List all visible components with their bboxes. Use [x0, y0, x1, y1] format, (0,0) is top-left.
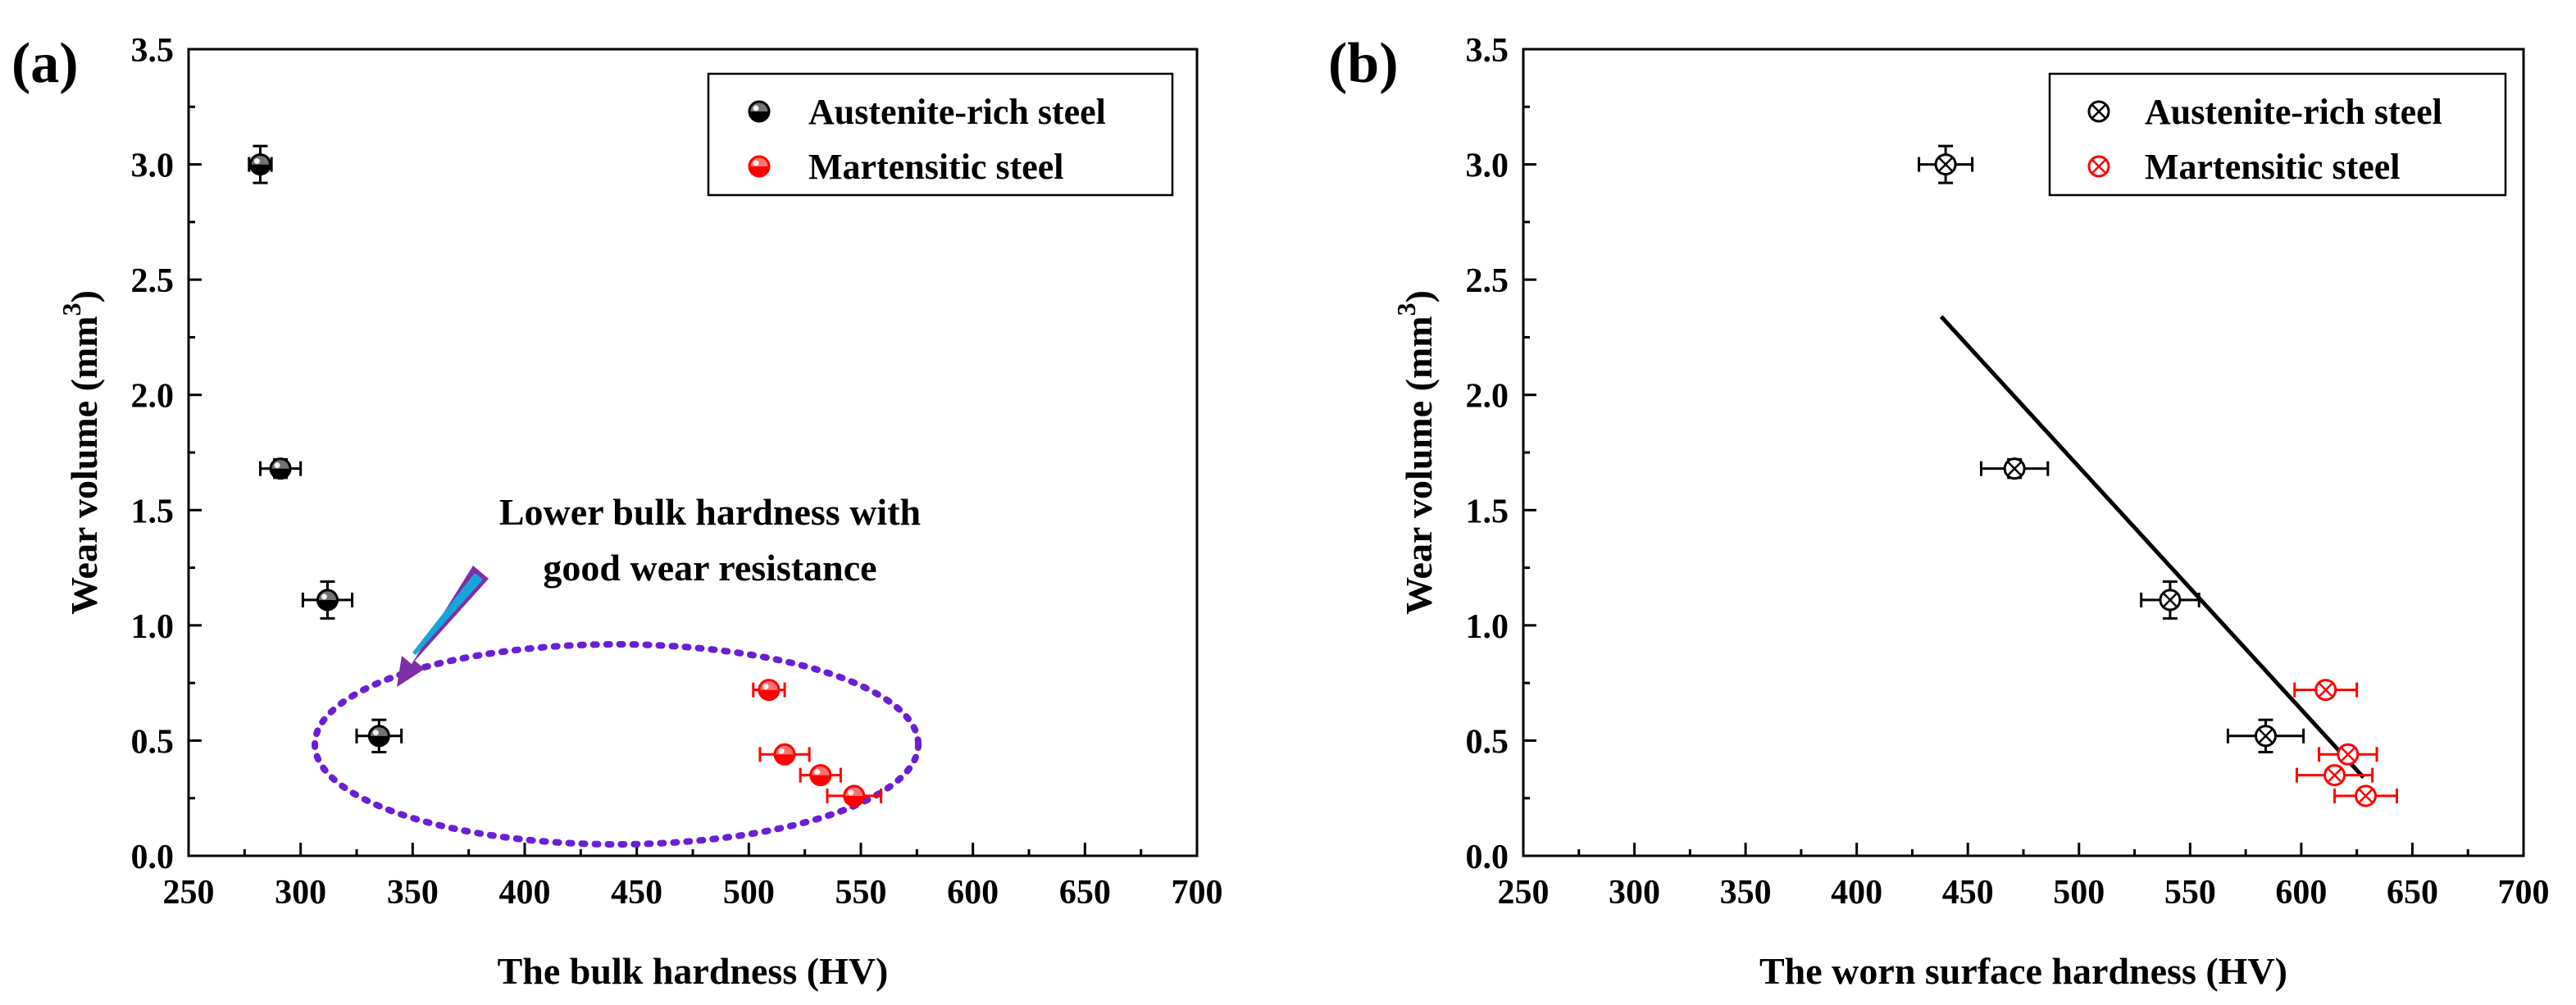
annotation-ellipse: [312, 641, 922, 848]
legend-a-label-martensitic: Martensitic steel: [808, 147, 1064, 187]
data-point-b-s0-2: [2159, 589, 2182, 612]
dotted-ellipse: [312, 641, 922, 848]
x-tick-label-a: 300: [275, 874, 326, 912]
legend-marker-a-0: [748, 100, 771, 123]
y-tick-label-a: 3.5: [131, 32, 175, 70]
x-tick-label-b: 550: [2164, 874, 2216, 912]
legend-marker-b-1: [2087, 155, 2110, 178]
legend-b-label-austenite: Austenite-rich steel: [2145, 92, 2442, 132]
legend-box-a: [707, 72, 1174, 197]
x-tick-label-b: 250: [1498, 874, 1550, 912]
y-tick-label-b: 0.0: [1466, 839, 1509, 876]
data-point-a-s1-1: [773, 743, 796, 766]
data-point-a-s1-3: [843, 784, 866, 807]
x-tick-label-b: 350: [1720, 874, 1772, 912]
points-b: [1918, 144, 2398, 807]
legend-b-markers: [2087, 100, 2110, 178]
y-tick-label-b: 3.5: [1466, 32, 1509, 70]
panel-label-b: (b): [1328, 32, 1399, 95]
data-point-a-s0-2: [316, 589, 339, 612]
y-tick-label-a: 3.0: [131, 148, 175, 185]
x-tick-label-a: 400: [499, 874, 551, 912]
x-tick-label-a: 350: [387, 874, 439, 912]
y-tick-label-a: 0.5: [131, 723, 175, 761]
fit-line: [1939, 315, 2365, 780]
points-a: [248, 144, 883, 807]
data-point-a-s1-0: [758, 679, 781, 702]
annotation-line-1: Lower bulk hardness with: [499, 491, 921, 533]
legend-a-markers: [748, 100, 771, 178]
x-tick-label-b: 700: [2498, 874, 2550, 912]
panel-label-a: (a): [11, 32, 79, 95]
data-point-a-s0-1: [269, 457, 292, 480]
data-point-b-s1-2: [2323, 764, 2346, 787]
ticks-b: 250 300 350 400 450 500 550 600 650 700 0.0 0.5 1.0 1…: [1466, 32, 2550, 912]
x-tick-label-b: 300: [1609, 874, 1660, 912]
legend-a-label-austenite: Austenite-rich steel: [808, 92, 1106, 132]
data-point-b-s0-0: [1934, 153, 1957, 176]
data-point-a-s0-3: [367, 725, 390, 748]
x-tick-label-a: 500: [723, 874, 775, 912]
x-axis-title-a: The bulk hardness (HV): [498, 950, 889, 992]
y-tick-label-b: 3.0: [1466, 148, 1509, 185]
y-axis-title-b: Wear volume (mm3): [1391, 290, 1440, 615]
y-tick-label-b: 1.0: [1466, 608, 1509, 646]
x-tick-label-b: 600: [2275, 874, 2327, 912]
panel-a: (a) 250 300 350 400 450 500 550 600 650 700 0.0 0.5…: [11, 32, 1223, 992]
y-tick-label-b: 2.5: [1466, 262, 1509, 300]
legend-box-b: [2048, 72, 2507, 197]
x-tick-label-b: 500: [2053, 874, 2105, 912]
y-tick-label-b: 0.5: [1466, 723, 1509, 761]
data-point-a-s1-2: [809, 764, 832, 787]
panel-b: (b) 250 300 350 400 450 500 550 600 650 700 0.0 0.5…: [1328, 32, 2550, 992]
legend-a: Austenite-rich steel Martensitic steel: [707, 72, 1174, 197]
x-tick-label-b: 450: [1942, 874, 1994, 912]
data-point-b-s0-3: [2255, 725, 2278, 748]
x-tick-label-a: 700: [1172, 874, 1223, 912]
x-tick-label-a: 550: [835, 874, 887, 912]
x-tick-label-a: 650: [1059, 874, 1111, 912]
y-tick-label-a: 2.0: [131, 378, 175, 416]
y-tick-label-b: 1.5: [1466, 493, 1509, 530]
annotation-line-2: good wear resistance: [543, 547, 876, 589]
x-tick-label-b: 650: [2387, 874, 2438, 912]
ticks-a: 250 300 350 400 450 500 550 600 650 700 0.0 0.5 1.0 1…: [131, 32, 1223, 912]
data-point-b-s1-3: [2355, 784, 2378, 807]
x-tick-label-b: 400: [1831, 874, 1882, 912]
y-tick-label-a: 1.0: [131, 608, 175, 646]
y-tick-label-b: 2.0: [1466, 378, 1509, 416]
annotation-arrow-icon: [397, 566, 489, 687]
legend-b-label-martensitic: Martensitic steel: [2145, 147, 2401, 187]
data-point-b-s1-1: [2337, 743, 2360, 766]
y-axis-title-a: Wear volume (mm3): [57, 290, 105, 615]
y-tick-label-a: 1.5: [131, 493, 175, 530]
x-tick-label-a: 600: [947, 874, 999, 912]
x-tick-label-a: 250: [163, 874, 215, 912]
legend-marker-b-0: [2087, 100, 2110, 123]
data-point-a-s0-0: [248, 153, 271, 176]
y-tick-label-a: 0.0: [131, 839, 175, 876]
data-point-b-s0-1: [2003, 457, 2026, 480]
data-point-b-s1-0: [2314, 679, 2337, 702]
legend-b: Austenite-rich steel Martensitic steel: [2048, 72, 2507, 197]
x-tick-label-a: 450: [611, 874, 662, 912]
x-axis-title-b: The worn surface hardness (HV): [1759, 950, 2287, 992]
y-tick-label-a: 2.5: [131, 262, 175, 300]
legend-marker-a-1: [748, 155, 771, 178]
